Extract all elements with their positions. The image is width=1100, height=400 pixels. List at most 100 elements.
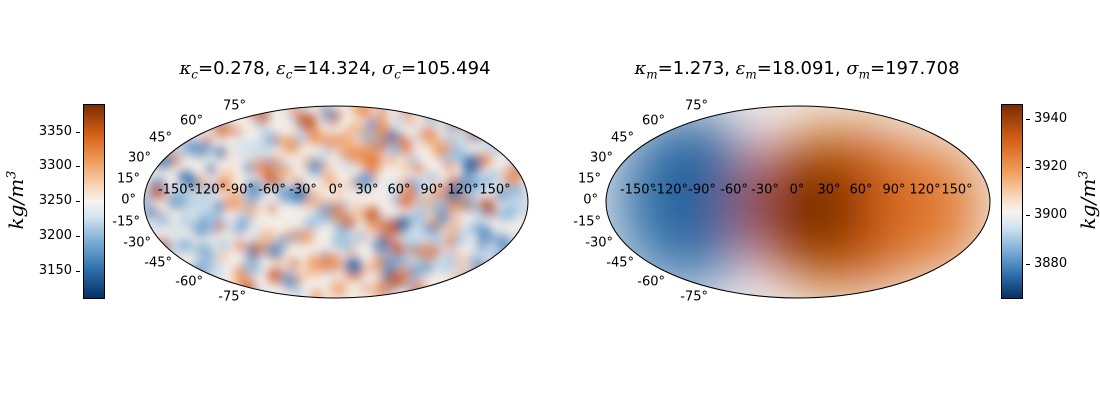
left-map-low-speckle — [388, 142, 401, 156]
left-map-low-speckle — [206, 164, 217, 175]
lat-label: 15° — [577, 171, 601, 187]
left-map-low-speckle — [500, 106, 519, 123]
left-map-low-speckle — [520, 203, 528, 217]
left-map-low-speckle — [182, 145, 194, 156]
left-map-high-speckle — [306, 127, 324, 145]
left-map-high-speckle — [422, 256, 432, 266]
left-map-high-speckle — [419, 168, 427, 175]
left-map-low-speckle — [514, 274, 528, 292]
lat-label: 75° — [684, 98, 708, 114]
left-map-low-speckle — [520, 115, 528, 126]
left-map-low-speckle — [284, 112, 295, 122]
left-map-high-speckle — [244, 273, 252, 281]
left-map-low-speckle — [265, 240, 285, 260]
lon-label: 90° — [882, 182, 906, 198]
left-map-low-speckle — [466, 281, 474, 290]
lon-label: -120° — [651, 182, 689, 198]
lat-label: -30° — [123, 235, 151, 251]
left-map-low-speckle — [213, 200, 225, 212]
left-map-low-speckle — [206, 183, 217, 194]
left-map-high-speckle — [430, 183, 449, 202]
lon-label: 30° — [817, 182, 841, 198]
left-map-high-speckle — [446, 175, 460, 189]
lat-label: 45° — [610, 130, 634, 146]
left-map-high-speckle — [426, 213, 439, 225]
left-map-high-speckle — [378, 113, 387, 121]
left-map-low-speckle — [512, 135, 528, 154]
left-map-high-speckle — [399, 159, 414, 174]
left-map-low-speckle — [423, 110, 435, 122]
right-colorbar-label: kg/m3 — [1076, 170, 1100, 230]
left-map-low-speckle — [425, 172, 438, 185]
left-map-low-speckle — [277, 186, 295, 203]
left-map-low-speckle — [400, 230, 414, 245]
kappa-c-value: =0.278, — [198, 58, 277, 79]
lat-label: 15° — [116, 171, 140, 187]
left-map-low-speckle — [482, 241, 501, 260]
left-map-high-speckle — [359, 127, 369, 137]
left-map-low-speckle — [292, 285, 301, 295]
left-mollweide-map — [143, 105, 529, 299]
left-map-low-speckle — [192, 187, 212, 207]
left-map-high-speckle — [272, 135, 282, 145]
left-map-high-speckle — [257, 233, 265, 241]
left-map-high-speckle — [218, 252, 227, 261]
left-map-low-speckle — [517, 118, 528, 135]
right-map-high-east — [893, 143, 983, 273]
left-map-low-speckle — [144, 278, 149, 288]
left-map-high-speckle — [497, 259, 517, 278]
right-colorbar-gradient — [1001, 104, 1023, 299]
lon-label: 120° — [909, 182, 941, 198]
left-map-high-speckle — [477, 150, 494, 167]
left-map-low-speckle — [344, 256, 363, 275]
left-map-low-speckle — [507, 149, 515, 157]
lat-label: -15° — [112, 214, 140, 230]
left-map-high-speckle — [474, 267, 494, 287]
left-colorbar-label: kg/m3 — [4, 170, 28, 230]
left-map-high-speckle — [256, 161, 271, 176]
left-map-low-speckle — [223, 218, 239, 234]
left-map-low-speckle — [467, 113, 479, 124]
eps-m-sub: m — [745, 67, 757, 82]
right-colorbar-tick: 3940 — [1025, 111, 1068, 126]
left-map-high-speckle — [388, 270, 407, 288]
lon-label: 0° — [328, 182, 344, 198]
left-map-title: κc=0.278, εc=14.324, σc=105.494 — [179, 58, 490, 82]
left-map-high-speckle — [160, 271, 175, 286]
left-map-low-speckle — [475, 106, 491, 119]
left-map-low-speckle — [520, 138, 528, 152]
lon-label: -60° — [258, 182, 286, 198]
left-map-low-speckle — [152, 272, 166, 286]
left-map-low-speckle — [295, 134, 306, 145]
left-map-high-speckle — [386, 155, 395, 164]
lon-label: -150° — [157, 182, 195, 198]
lon-label: -30° — [751, 182, 779, 198]
lon-label: 150° — [479, 182, 511, 198]
left-colorbar-tick: 3250 — [38, 193, 81, 208]
kappa-c-sub: c — [191, 67, 198, 82]
left-map-low-speckle — [180, 212, 190, 222]
left-map-high-speckle — [372, 254, 386, 267]
left-map-low-speckle — [516, 140, 525, 150]
lat-label: 75° — [222, 98, 246, 114]
left-map-low-speckle — [506, 116, 514, 124]
sigma-m-sub: m — [858, 67, 870, 82]
left-map-high-speckle — [355, 106, 364, 112]
left-map-low-speckle — [386, 180, 402, 195]
left-map-high-speckle — [232, 127, 242, 138]
left-map-low-speckle — [446, 249, 454, 258]
left-map-low-speckle — [487, 111, 499, 122]
left-map-high-speckle — [306, 254, 319, 267]
left-map-high-speckle — [361, 284, 369, 292]
left-map-low-speckle — [335, 232, 356, 252]
lon-label: -90° — [688, 182, 716, 198]
left-map-high-speckle — [335, 187, 343, 195]
left-map-low-speckle — [466, 195, 475, 204]
left-map-low-speckle — [281, 272, 298, 290]
left-map-low-speckle — [393, 215, 412, 234]
left-map-low-speckle — [391, 195, 402, 205]
left-map-high-speckle — [288, 258, 300, 270]
eps-c-sub: c — [285, 67, 293, 82]
left-map-high-speckle — [455, 286, 463, 294]
left-map-high-speckle — [250, 241, 264, 255]
